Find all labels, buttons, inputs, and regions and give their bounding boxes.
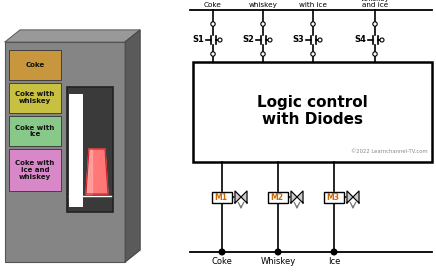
- Text: Coke with
ice: Coke with ice: [15, 125, 54, 138]
- Text: S4: S4: [354, 36, 366, 45]
- Bar: [67, 87, 113, 212]
- Circle shape: [311, 22, 315, 26]
- Circle shape: [261, 22, 265, 26]
- Polygon shape: [347, 191, 353, 203]
- Bar: [9, 116, 61, 146]
- Bar: [193, 62, 432, 162]
- Polygon shape: [125, 30, 140, 262]
- Bar: [212, 191, 232, 202]
- Circle shape: [211, 52, 215, 56]
- Bar: [324, 191, 344, 202]
- Bar: [9, 83, 61, 113]
- Circle shape: [373, 22, 377, 26]
- Text: Logic control: Logic control: [257, 94, 368, 110]
- Text: Coke: Coke: [211, 257, 232, 266]
- Circle shape: [380, 38, 384, 42]
- Text: Coke with
ice and
whiskey: Coke with ice and whiskey: [15, 160, 54, 180]
- Circle shape: [311, 52, 315, 56]
- Bar: [268, 191, 288, 202]
- Text: S3: S3: [292, 36, 304, 45]
- Circle shape: [218, 38, 222, 42]
- Polygon shape: [5, 30, 140, 42]
- Text: Coke: Coke: [25, 62, 44, 68]
- Polygon shape: [297, 191, 303, 203]
- Circle shape: [318, 38, 322, 42]
- Text: Coke with
whiskey
and ice: Coke with whiskey and ice: [358, 0, 393, 8]
- Text: Ice: Ice: [328, 257, 340, 266]
- Text: Coke: Coke: [204, 2, 222, 8]
- Circle shape: [261, 52, 265, 56]
- Text: M2: M2: [270, 193, 283, 202]
- Text: S2: S2: [242, 36, 254, 45]
- Text: with Diodes: with Diodes: [262, 113, 363, 128]
- Circle shape: [373, 52, 377, 56]
- Text: ©2022 Learnchannel-TV.com: ©2022 Learnchannel-TV.com: [351, 149, 428, 154]
- Text: S1: S1: [192, 36, 204, 45]
- Bar: [5, 42, 125, 262]
- Bar: [9, 149, 61, 191]
- Circle shape: [268, 38, 272, 42]
- Circle shape: [211, 22, 215, 26]
- Text: Coke
with ice: Coke with ice: [299, 0, 327, 8]
- Text: M3: M3: [326, 193, 339, 202]
- Text: Whiskey: Whiskey: [260, 257, 296, 266]
- Polygon shape: [86, 149, 108, 194]
- Bar: [9, 50, 61, 80]
- Circle shape: [275, 249, 281, 255]
- Polygon shape: [291, 191, 297, 203]
- Bar: [69, 94, 83, 207]
- Polygon shape: [86, 149, 92, 194]
- Polygon shape: [241, 191, 247, 203]
- Circle shape: [219, 249, 225, 255]
- Polygon shape: [353, 191, 359, 203]
- Circle shape: [331, 249, 337, 255]
- Text: Coke with
whiskey: Coke with whiskey: [15, 91, 54, 104]
- Polygon shape: [235, 191, 241, 203]
- Text: M1: M1: [214, 193, 227, 202]
- Text: Coke
with
whiskey: Coke with whiskey: [249, 0, 277, 8]
